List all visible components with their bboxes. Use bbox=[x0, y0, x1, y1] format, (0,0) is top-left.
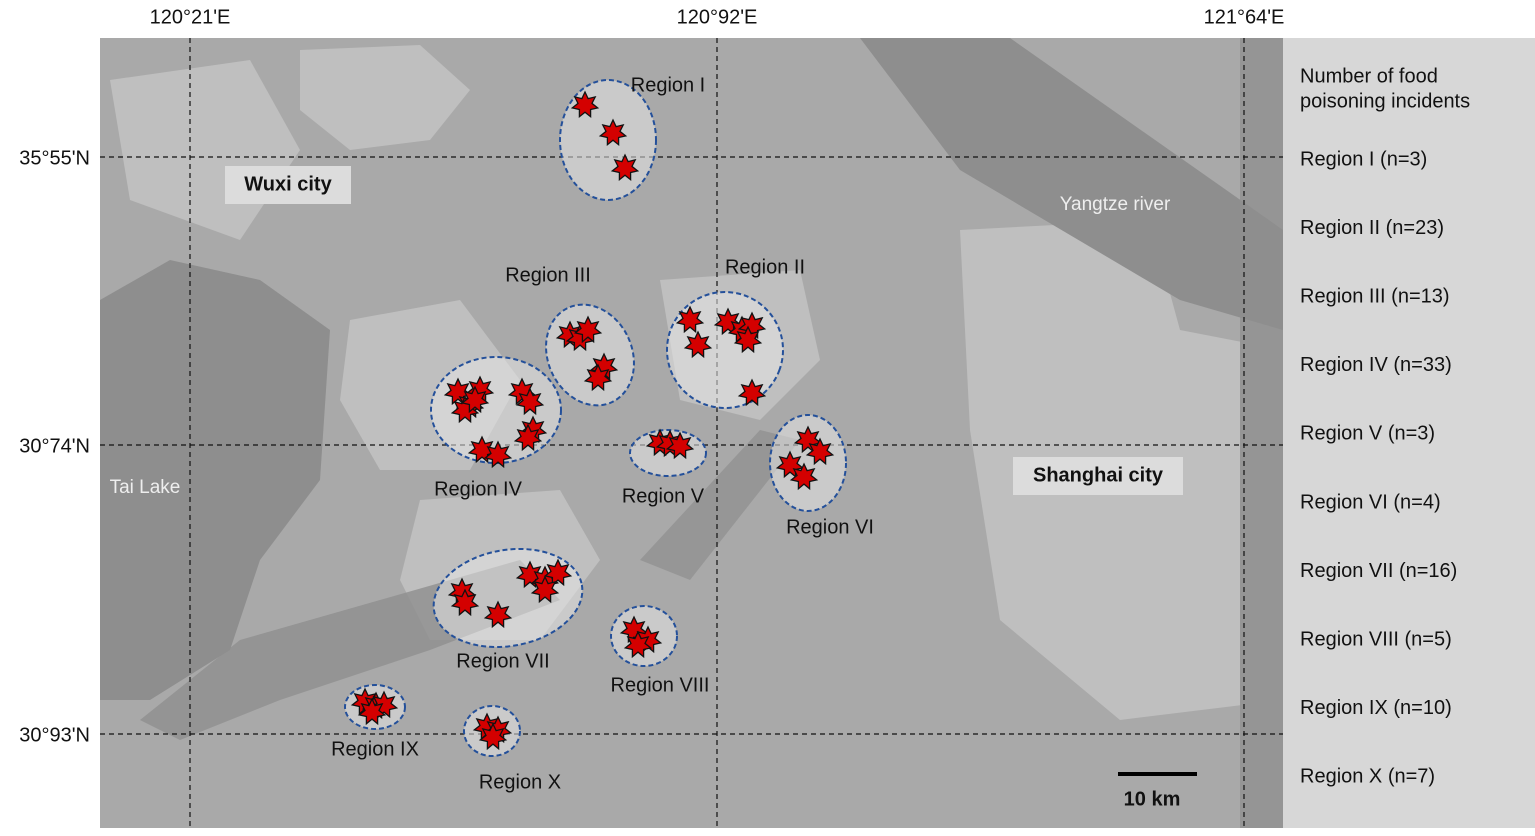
incident-marker bbox=[478, 722, 508, 751]
incident-marker bbox=[619, 615, 649, 644]
legend-title: poisoning incidents bbox=[1300, 90, 1470, 112]
legend-panel bbox=[1283, 38, 1535, 828]
region-label: Region VII bbox=[456, 650, 549, 672]
region-label: Region V bbox=[622, 485, 705, 507]
river-label: Yangtze river bbox=[1060, 194, 1171, 215]
incident-marker bbox=[443, 377, 473, 406]
incident-marker bbox=[369, 690, 399, 719]
region-label: Region X bbox=[479, 771, 561, 793]
legend-item: Region IX (n=10) bbox=[1300, 697, 1452, 719]
incident-marker bbox=[805, 437, 835, 466]
incident-marker bbox=[467, 435, 497, 464]
incident-marker bbox=[357, 697, 387, 726]
incident-marker bbox=[483, 600, 513, 629]
scale-label: 10 km bbox=[1124, 788, 1181, 810]
region-outline bbox=[769, 414, 847, 512]
incident-marker bbox=[573, 315, 603, 344]
incident-marker bbox=[775, 450, 805, 479]
place-label: Shanghai city bbox=[1033, 464, 1164, 486]
legend-item: Region I (n=3) bbox=[1300, 148, 1427, 170]
legend-item: Region VI (n=4) bbox=[1300, 491, 1441, 513]
region-label: Region II bbox=[725, 256, 805, 278]
incident-marker bbox=[513, 423, 543, 452]
region-label: Region III bbox=[505, 264, 591, 286]
region-label: Region IX bbox=[331, 738, 419, 760]
region-label: Region IV bbox=[434, 478, 522, 500]
x-coord-label: 121°64'E bbox=[1204, 6, 1285, 28]
incident-marker bbox=[793, 425, 823, 454]
incident-marker bbox=[598, 118, 628, 147]
incident-marker bbox=[713, 307, 743, 336]
regions: Region I Region II Region III Region IV Regi… bbox=[331, 74, 874, 793]
incident-marker bbox=[665, 431, 695, 460]
incident-marker bbox=[789, 462, 819, 491]
incident-marker bbox=[543, 558, 573, 587]
incident-marker bbox=[515, 387, 545, 416]
incident-marker bbox=[733, 325, 763, 354]
region-label: Region VI bbox=[786, 516, 874, 538]
incident-marker bbox=[570, 90, 600, 119]
incident-marker bbox=[530, 575, 560, 604]
legend-item: Region IV (n=33) bbox=[1300, 354, 1452, 376]
legend-title: Number of food bbox=[1300, 65, 1438, 87]
incident-marker bbox=[515, 560, 545, 589]
incident-marker bbox=[483, 440, 513, 469]
legend-item: Region VIII (n=5) bbox=[1300, 628, 1452, 650]
place-label: Wuxi city bbox=[244, 173, 332, 195]
label-box bbox=[225, 166, 351, 204]
legend-item: Region II (n=23) bbox=[1300, 217, 1444, 239]
region-label: Region I bbox=[631, 74, 706, 96]
legend-item: Region III (n=13) bbox=[1300, 285, 1450, 307]
incident-marker bbox=[610, 153, 640, 182]
incident-marker bbox=[450, 588, 480, 617]
incident-marker bbox=[460, 385, 490, 414]
lake-label: Tai Lake bbox=[110, 477, 181, 498]
incident-marker bbox=[583, 363, 613, 392]
y-coord-label: 30°93'N bbox=[19, 724, 90, 746]
legend: Number of food poisoning incidents Region … bbox=[1300, 65, 1470, 787]
y-coord-label: 35°55'N bbox=[19, 147, 90, 169]
x-coord-label: 120°92'E bbox=[677, 6, 758, 28]
incident-marker bbox=[683, 330, 713, 359]
incident-marker bbox=[623, 630, 653, 659]
legend-item: Region VII (n=16) bbox=[1300, 560, 1457, 582]
label-box bbox=[1013, 457, 1183, 495]
x-coord-label: 120°21'E bbox=[150, 6, 231, 28]
y-coord-label: 30°74'N bbox=[19, 435, 90, 457]
region-label: Region VIII bbox=[611, 674, 710, 696]
graticule bbox=[100, 38, 1283, 828]
legend-item: Region X (n=7) bbox=[1300, 766, 1435, 788]
incident-marker bbox=[737, 378, 767, 407]
incident-marker bbox=[675, 305, 705, 334]
legend-item: Region V (n=3) bbox=[1300, 423, 1435, 445]
